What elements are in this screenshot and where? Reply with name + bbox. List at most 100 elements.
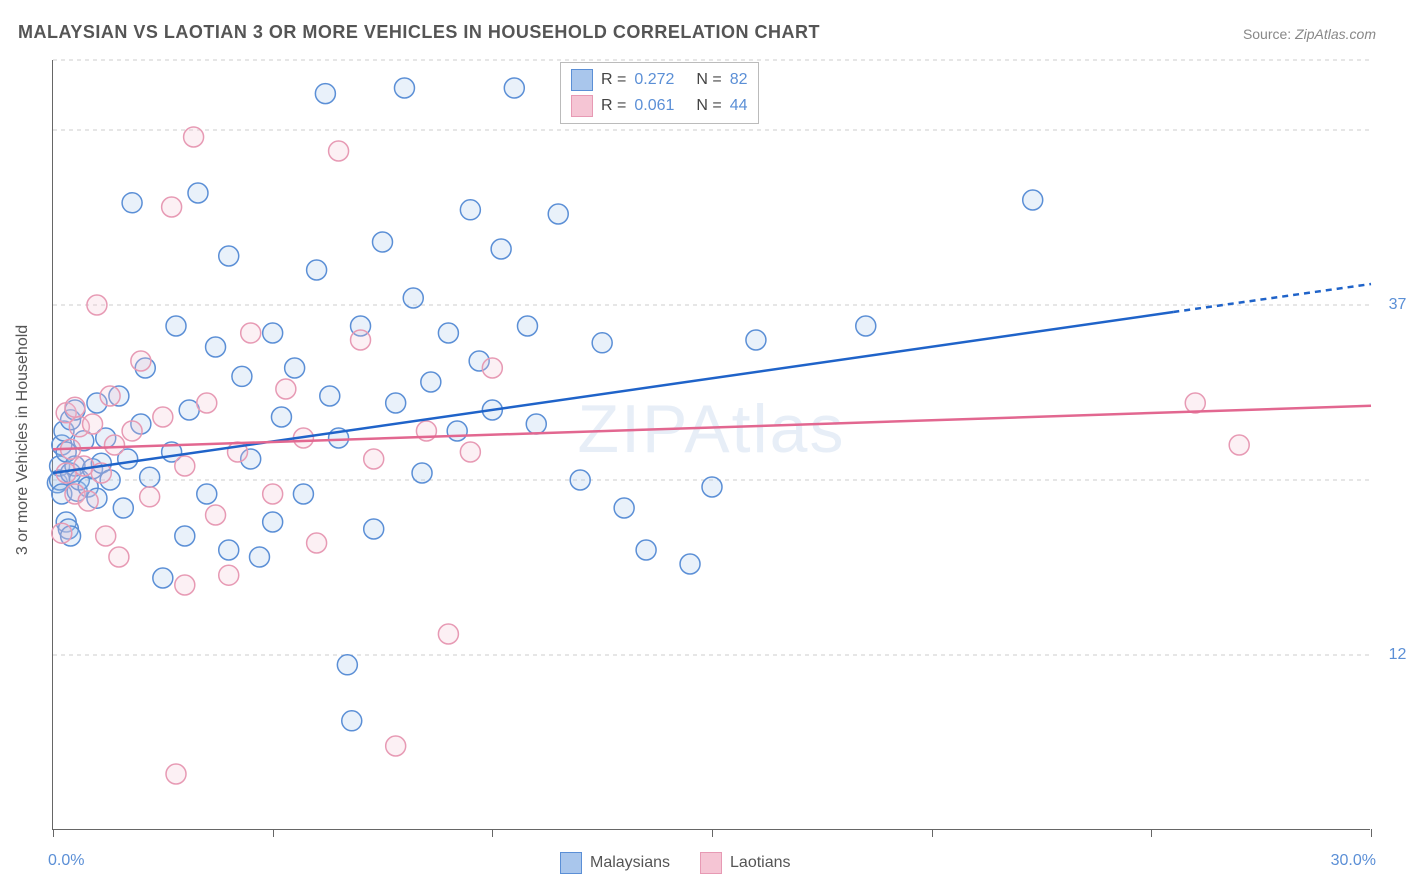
- data-point: [87, 295, 107, 315]
- data-point: [175, 526, 195, 546]
- source-link[interactable]: ZipAtlas.com: [1295, 26, 1376, 42]
- data-point: [219, 565, 239, 585]
- data-point: [342, 711, 362, 731]
- legend-item: Malaysians: [560, 852, 670, 874]
- legend-swatch: [560, 852, 582, 874]
- data-point: [307, 260, 327, 280]
- chart-title: MALAYSIAN VS LAOTIAN 3 OR MORE VEHICLES …: [18, 22, 820, 43]
- plot-area: ZIPAtlas 12.5%37.5%: [52, 60, 1370, 830]
- legend-r-value: 0.272: [634, 71, 674, 89]
- x-tick-label: 0.0%: [48, 852, 84, 870]
- data-point: [680, 554, 700, 574]
- data-point: [131, 351, 151, 371]
- data-point: [570, 470, 590, 490]
- legend-swatch: [571, 69, 593, 91]
- data-point: [140, 487, 160, 507]
- series-legend: Malaysians Laotians: [560, 852, 791, 874]
- legend-label: Malaysians: [590, 854, 670, 872]
- y-tick-label: 12.5%: [1389, 646, 1406, 664]
- correlation-legend: R = 0.272N = 82R = 0.061N = 44: [560, 62, 759, 124]
- legend-row: R = 0.061N = 44: [571, 93, 748, 119]
- data-point: [491, 239, 511, 259]
- data-point: [447, 421, 467, 441]
- x-tick: [932, 829, 933, 837]
- data-point: [271, 407, 291, 427]
- data-point: [232, 366, 252, 386]
- data-point: [517, 316, 537, 336]
- data-point: [197, 393, 217, 413]
- x-tick: [53, 829, 54, 837]
- data-point: [592, 333, 612, 353]
- data-point: [364, 449, 384, 469]
- data-point: [526, 414, 546, 434]
- data-point: [403, 288, 423, 308]
- data-point: [166, 764, 186, 784]
- data-point: [166, 316, 186, 336]
- legend-swatch: [571, 95, 593, 117]
- legend-swatch: [700, 852, 722, 874]
- data-point: [351, 330, 371, 350]
- data-point: [65, 397, 85, 417]
- data-point: [315, 84, 335, 104]
- data-point: [263, 484, 283, 504]
- x-tick: [1151, 829, 1152, 837]
- data-point: [122, 193, 142, 213]
- x-tick: [712, 829, 713, 837]
- data-point: [856, 316, 876, 336]
- data-point: [206, 337, 226, 357]
- chart-container: MALAYSIAN VS LAOTIAN 3 OR MORE VEHICLES …: [0, 0, 1406, 892]
- data-point: [421, 372, 441, 392]
- data-point: [1185, 393, 1205, 413]
- legend-item: Laotians: [700, 852, 791, 874]
- data-point: [460, 200, 480, 220]
- data-point: [548, 204, 568, 224]
- data-point: [83, 414, 103, 434]
- data-point: [386, 736, 406, 756]
- legend-r-label: R =: [601, 71, 626, 89]
- data-point: [162, 197, 182, 217]
- data-point: [206, 505, 226, 525]
- y-axis-title: 3 or more Vehicles in Household: [14, 325, 32, 555]
- x-tick: [492, 829, 493, 837]
- data-point: [197, 484, 217, 504]
- data-point: [482, 358, 502, 378]
- data-point: [113, 498, 133, 518]
- data-point: [1229, 435, 1249, 455]
- data-point: [100, 386, 120, 406]
- legend-n-value: 44: [730, 97, 748, 115]
- legend-label: Laotians: [730, 854, 791, 872]
- trend-line-dash: [1173, 284, 1371, 312]
- data-point: [105, 435, 125, 455]
- data-point: [219, 246, 239, 266]
- data-point: [78, 491, 98, 511]
- x-tick: [273, 829, 274, 837]
- data-point: [460, 442, 480, 462]
- legend-r-value: 0.061: [634, 97, 674, 115]
- legend-n-label: N =: [696, 97, 721, 115]
- legend-n-label: N =: [696, 71, 721, 89]
- data-point: [241, 323, 261, 343]
- data-point: [219, 540, 239, 560]
- data-point: [175, 575, 195, 595]
- x-tick-label: 30.0%: [1331, 852, 1376, 870]
- chart-svg: [53, 60, 1370, 829]
- data-point: [412, 463, 432, 483]
- data-point: [394, 78, 414, 98]
- legend-n-value: 82: [730, 71, 748, 89]
- data-point: [285, 358, 305, 378]
- data-point: [263, 512, 283, 532]
- data-point: [263, 323, 283, 343]
- data-point: [320, 386, 340, 406]
- trend-line: [53, 406, 1371, 449]
- x-tick: [1371, 829, 1372, 837]
- data-point: [438, 323, 458, 343]
- data-point: [96, 526, 116, 546]
- source-label: Source:: [1243, 26, 1291, 42]
- data-point: [276, 379, 296, 399]
- data-point: [109, 547, 129, 567]
- data-point: [386, 393, 406, 413]
- data-point: [373, 232, 393, 252]
- y-tick-label: 37.5%: [1389, 296, 1406, 314]
- data-point: [293, 484, 313, 504]
- data-point: [636, 540, 656, 560]
